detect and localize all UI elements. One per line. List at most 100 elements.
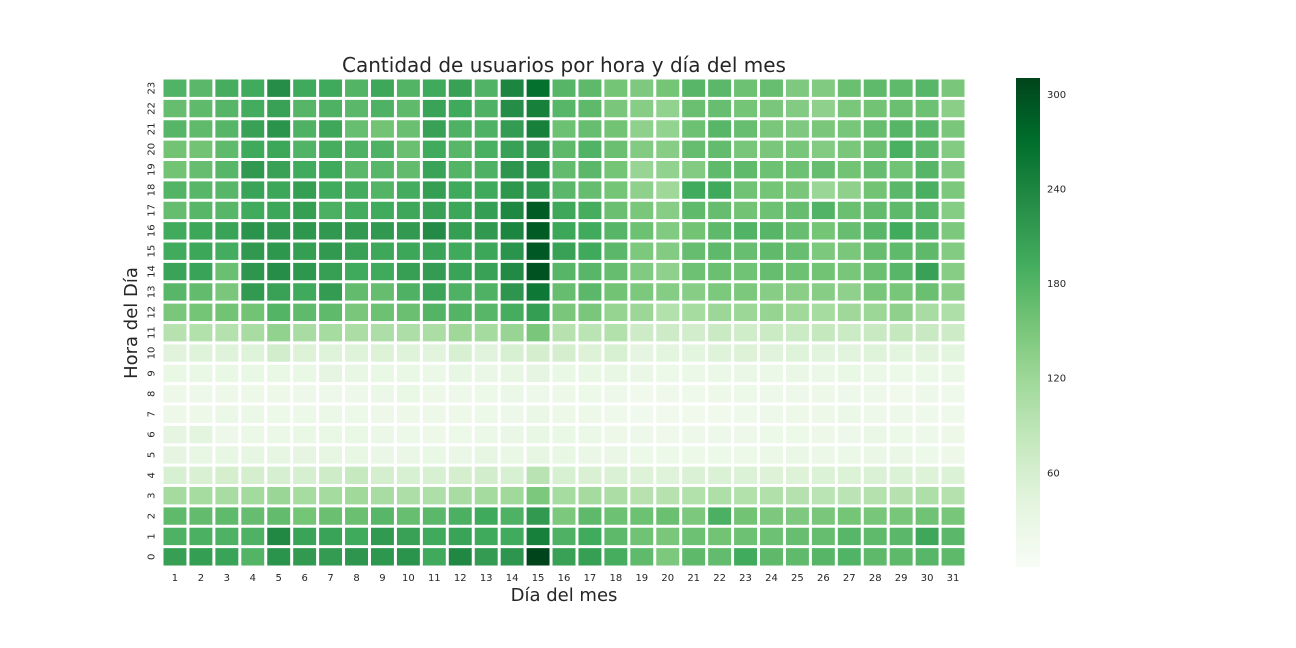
heatmap-cell xyxy=(189,487,213,505)
heatmap-cell xyxy=(370,527,394,546)
x-tick-label: 18 xyxy=(610,573,623,584)
heatmap-cell xyxy=(760,201,783,220)
heatmap-cell xyxy=(163,120,187,138)
heatmap-cell xyxy=(396,181,420,199)
heatmap-cell xyxy=(630,242,654,260)
heatmap-cell xyxy=(889,303,913,322)
heatmap-cell xyxy=(863,181,887,199)
heatmap-cell xyxy=(656,181,680,199)
heatmap-cell xyxy=(422,385,446,403)
heatmap-cell xyxy=(448,140,472,159)
heatmap-cell xyxy=(396,507,420,525)
heatmap-cell xyxy=(785,99,809,118)
heatmap-cell xyxy=(500,507,524,525)
heatmap-cell xyxy=(215,140,239,159)
heatmap-cell xyxy=(448,466,472,485)
heatmap-cell xyxy=(915,181,939,199)
heatmap-cell xyxy=(708,385,732,403)
heatmap-cell xyxy=(708,201,732,220)
heatmap-cell xyxy=(474,161,498,179)
heatmap-cell xyxy=(396,140,420,159)
heatmap-cell xyxy=(734,364,758,383)
heatmap-cell xyxy=(552,161,576,179)
heatmap-cell xyxy=(656,222,680,240)
heatmap-cell xyxy=(370,161,394,179)
heatmap-cell xyxy=(474,242,498,260)
heatmap-cell xyxy=(889,466,913,485)
heatmap-cell xyxy=(863,446,887,464)
heatmap-cell xyxy=(319,446,343,464)
heatmap-cell xyxy=(370,99,394,118)
heatmap-cell xyxy=(656,466,680,485)
heatmap-cell xyxy=(811,425,835,444)
heatmap-cell xyxy=(941,201,965,220)
heatmap-cell xyxy=(837,446,861,464)
heatmap-cell xyxy=(656,425,680,444)
heatmap-cell xyxy=(630,161,654,179)
heatmap-cell xyxy=(734,140,758,159)
heatmap-cell xyxy=(500,120,524,138)
heatmap-cell xyxy=(345,446,368,464)
heatmap-cell xyxy=(370,364,394,383)
heatmap-cell xyxy=(474,222,498,240)
heatmap-cell xyxy=(215,99,239,118)
heatmap-cell xyxy=(345,222,368,240)
heatmap-cell xyxy=(889,140,913,159)
heatmap-cell xyxy=(915,507,939,525)
heatmap-cell xyxy=(163,507,187,525)
heatmap-cell xyxy=(837,181,861,199)
heatmap-cell xyxy=(785,527,809,546)
heatmap-cell xyxy=(189,79,213,97)
heatmap-cell xyxy=(189,385,213,403)
heatmap-cell xyxy=(708,283,732,301)
heatmap-cell xyxy=(708,527,732,546)
heatmap-cell xyxy=(189,364,213,383)
heatmap-cell xyxy=(656,548,680,566)
heatmap-cell xyxy=(578,79,602,97)
heatmap-cell xyxy=(604,324,628,342)
heatmap-cell xyxy=(604,222,628,240)
chart-title: Cantidad de usuarios por hora y día del … xyxy=(342,53,786,77)
heatmap-cell xyxy=(941,140,965,159)
heatmap-cell xyxy=(163,303,187,322)
y-tick-label: 11 xyxy=(147,326,158,339)
heatmap-cell xyxy=(474,262,498,281)
heatmap-cell xyxy=(241,242,265,260)
heatmap-cell xyxy=(345,487,368,505)
heatmap-cell xyxy=(526,181,550,199)
x-tick-label: 8 xyxy=(353,573,359,584)
heatmap-cell xyxy=(396,385,420,403)
heatmap-cell xyxy=(370,487,394,505)
heatmap-cell xyxy=(863,262,887,281)
heatmap-cell xyxy=(422,527,446,546)
heatmap-cell xyxy=(422,324,446,342)
heatmap-cell xyxy=(760,344,783,362)
heatmap-cell xyxy=(319,507,343,525)
heatmap-cell xyxy=(293,283,317,301)
heatmap-cell xyxy=(526,120,550,138)
heatmap-cell xyxy=(241,405,265,423)
heatmap-cell xyxy=(293,262,317,281)
x-tick-label: 11 xyxy=(428,573,441,584)
heatmap-cell xyxy=(345,140,368,159)
colorbar-tick-labels: 60 120 180 240 300 xyxy=(1047,90,1066,480)
colorbar-tick-label: 300 xyxy=(1047,90,1066,101)
heatmap-cell xyxy=(734,242,758,260)
heatmap-cell xyxy=(578,222,602,240)
heatmap-cell xyxy=(656,140,680,159)
heatmap-cell xyxy=(604,303,628,322)
heatmap-cell xyxy=(656,262,680,281)
heatmap-cell xyxy=(682,140,706,159)
heatmap-cell xyxy=(682,181,706,199)
heatmap-cell xyxy=(889,405,913,423)
y-tick-label: 23 xyxy=(147,82,158,95)
colorbar-tick-label: 60 xyxy=(1047,468,1060,479)
heatmap-cell xyxy=(785,548,809,566)
heatmap-cell xyxy=(734,487,758,505)
heatmap-cell xyxy=(552,181,576,199)
heatmap-cell xyxy=(837,262,861,281)
heatmap-cell xyxy=(863,487,887,505)
heatmap-cell xyxy=(267,405,291,423)
x-tick-label: 21 xyxy=(687,573,700,584)
y-tick-label: 3 xyxy=(147,493,158,499)
